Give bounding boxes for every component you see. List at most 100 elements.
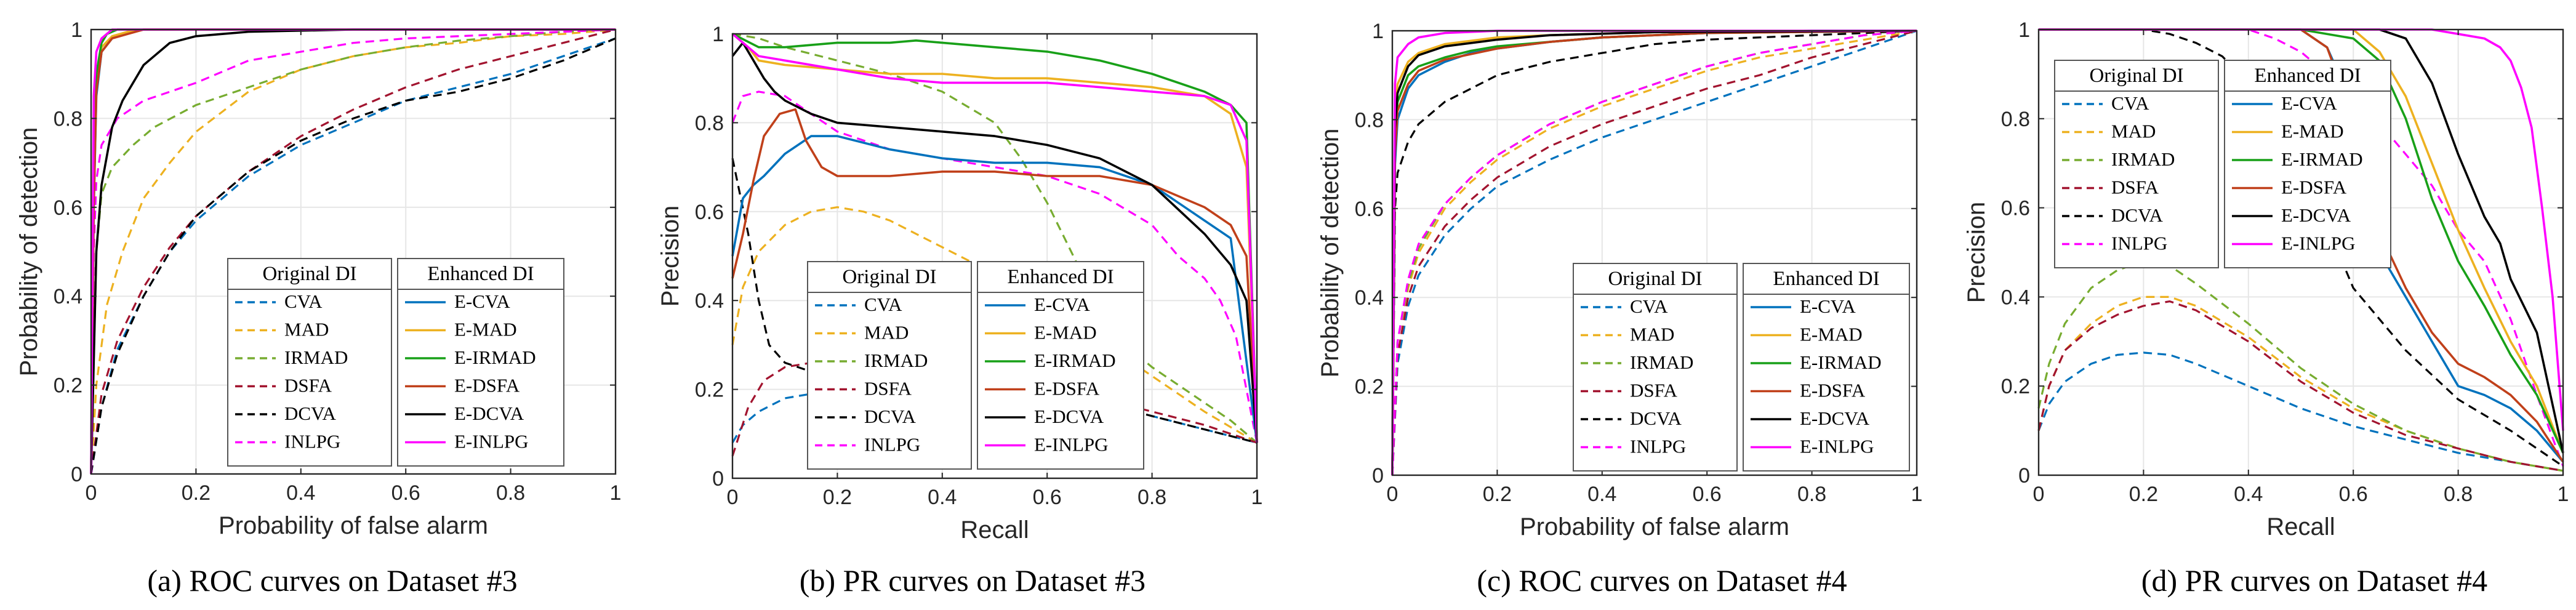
series-line-irmad xyxy=(732,33,1258,444)
chart-panel-4: 0 0.2 0.4 0.6 0.8 1 0 0.2 0.4 0.6 0.8 1 Recall Precis… xyxy=(1963,18,2569,598)
y-tick-label: 0.8 xyxy=(695,111,724,135)
x-tick-label: 0.2 xyxy=(823,486,852,509)
series-line-mad xyxy=(90,28,616,475)
legend-label-inlpg: INLPG xyxy=(864,434,920,455)
y-tick-label: 0.6 xyxy=(1355,198,1384,221)
x-axis-label: Recall xyxy=(960,516,1029,544)
axes-box xyxy=(90,28,617,475)
x-tick-label: 0.6 xyxy=(1033,486,1062,509)
legend-label-e-mad: E-MAD xyxy=(1800,324,1863,345)
caption-1: (a) ROC curves on Dataset #3 xyxy=(147,563,517,598)
y-tick-label: 0 xyxy=(1372,464,1384,488)
y-tick-label: 0.6 xyxy=(2001,197,2030,220)
legend-label-dcva: DCVA xyxy=(1630,407,1682,429)
legend-enhanced-title: Enhanced DI xyxy=(2254,65,2361,87)
legend-enhanced-title: Enhanced DI xyxy=(1773,268,1879,290)
legend-label-inlpg: INLPG xyxy=(2111,233,2167,254)
legend-label-mad: MAD xyxy=(2111,121,2156,142)
legend-label-e-mad: E-MAD xyxy=(454,319,517,340)
series-line-irmad xyxy=(2037,260,2564,472)
x-tick-label: 0.6 xyxy=(1693,483,1722,506)
series-line-e-cva xyxy=(731,135,1258,443)
legend-label-dsfa: DSFA xyxy=(864,378,912,399)
y-tick-label: 0 xyxy=(2018,464,2030,488)
legend-label-dcva: DCVA xyxy=(2111,204,2163,226)
x-tick-label: 0.4 xyxy=(928,486,957,509)
x-tick-label: 1 xyxy=(1251,486,1263,509)
y-axis-label: Precision xyxy=(657,206,684,307)
series-line-mad xyxy=(1391,30,1917,476)
legend-enhanced-title: Enhanced DI xyxy=(427,263,534,285)
series-line-cva xyxy=(2037,351,2564,472)
x-tick-label: 0 xyxy=(727,486,739,509)
legend-enhanced-box xyxy=(977,292,1144,470)
y-axis-label: Precision xyxy=(1963,202,1990,303)
series-line-dsfa xyxy=(90,28,616,475)
x-axis-label: Recall xyxy=(2266,513,2335,540)
y-tick-label: 0.2 xyxy=(54,374,82,398)
legend-label-irmad: IRMAD xyxy=(1630,351,1693,373)
legend-label-cva: CVA xyxy=(284,291,323,312)
legend-label-e-dcva: E-DCVA xyxy=(2281,204,2351,226)
legend-label-e-irmad: E-IRMAD xyxy=(454,347,536,368)
legend-label-e-dsfa: E-DSFA xyxy=(1034,378,1100,399)
legend-label-e-irmad: E-IRMAD xyxy=(1034,350,1116,371)
legend-label-dcva: DCVA xyxy=(864,406,916,427)
legend-label-mad: MAD xyxy=(284,319,329,340)
legend-label-e-dcva: E-DCVA xyxy=(454,403,524,424)
y-axis-label: Probability of detection xyxy=(1317,129,1344,378)
legend-enhanced-header-box xyxy=(1743,263,1910,295)
y-tick-label: 1 xyxy=(2018,18,2030,42)
legend-label-e-dsfa: E-DSFA xyxy=(454,375,520,396)
legend-label-e-dcva: E-DCVA xyxy=(1800,407,1870,429)
legend-label-irmad: IRMAD xyxy=(284,347,348,368)
x-axis-label: Probability of false alarm xyxy=(219,512,488,539)
series-line-cva xyxy=(1391,30,1917,476)
legend-label-e-irmad: E-IRMAD xyxy=(2281,148,2363,170)
series-line-e-mad xyxy=(731,33,1258,443)
series-line-e-dcva xyxy=(731,41,1258,443)
x-tick-label: 1 xyxy=(610,481,622,505)
y-tick-label: 0.8 xyxy=(1355,108,1384,132)
legend-original-header-box xyxy=(227,258,392,290)
legend-original-header-box xyxy=(1573,263,1738,295)
series-line-irmad xyxy=(90,28,616,475)
legend-enhanced-box xyxy=(397,289,564,467)
legend: Original DI CVA MAD IRMAD DSFA DCVA INLPG Enhan… xyxy=(1573,263,1910,472)
legend-label-irmad: IRMAD xyxy=(864,350,928,371)
legend-enhanced-header-box xyxy=(397,258,564,290)
axes-box xyxy=(1391,30,1918,476)
legend-label-e-inlpg: E-INLPG xyxy=(1800,436,1874,457)
x-tick-label: 1 xyxy=(1911,483,1923,506)
legend-enhanced-title: Enhanced DI xyxy=(1007,266,1113,288)
y-tick-label: 0.4 xyxy=(54,285,82,308)
legend-label-inlpg: INLPG xyxy=(1630,436,1686,457)
y-axis-label: Probability of detection xyxy=(15,127,42,377)
y-tick-label: 0.4 xyxy=(2001,286,2030,309)
series-line-dsfa xyxy=(2037,300,2564,472)
axes-box xyxy=(731,33,1258,480)
legend-label-cva: CVA xyxy=(2111,92,2149,114)
legend: Original DI CVA MAD IRMAD DSFA DCVA INLPG Enhan… xyxy=(807,261,1144,470)
legend-label-inlpg: INLPG xyxy=(284,431,340,452)
legend-original-title: Original DI xyxy=(262,263,356,285)
y-tick-label: 1 xyxy=(712,23,724,46)
legend-enhanced-box xyxy=(2224,90,2391,268)
legend-label-dsfa: DSFA xyxy=(1630,380,1678,401)
y-tick-label: 0.4 xyxy=(695,289,724,313)
legend-original-box xyxy=(1573,294,1738,472)
legend-enhanced-header-box xyxy=(2224,60,2391,92)
series-line-dsfa xyxy=(1391,30,1917,476)
y-tick-label: 0.2 xyxy=(1355,375,1384,399)
legend-label-e-mad: E-MAD xyxy=(1034,322,1097,343)
series-line-dcva xyxy=(90,37,616,475)
series-line-e-dsfa xyxy=(731,108,1258,443)
chart-panel-1: 0 0.2 0.4 0.6 0.8 1 0 0.2 0.4 0.6 0.8 1 Probability … xyxy=(15,18,621,598)
legend-label-dsfa: DSFA xyxy=(2111,177,2159,198)
legend-label-e-inlpg: E-INLPG xyxy=(2281,233,2356,254)
x-tick-label: 0.8 xyxy=(2444,483,2473,506)
x-tick-label: 0.2 xyxy=(1483,483,1512,506)
x-tick-label: 0 xyxy=(86,481,97,505)
x-tick-label: 0.4 xyxy=(1587,483,1616,506)
